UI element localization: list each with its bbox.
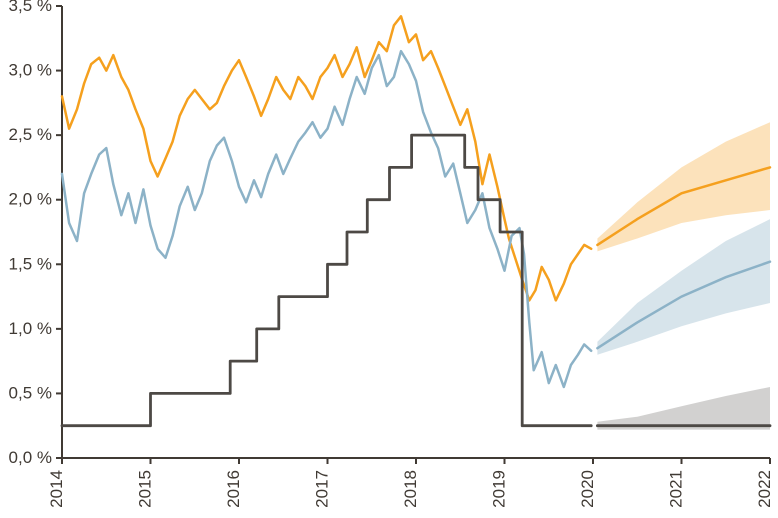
y-tick-label: 3,0 % <box>9 61 52 80</box>
x-tick-label: 2017 <box>313 470 332 508</box>
x-tick-label: 2016 <box>224 470 243 508</box>
y-tick-label: 2,0 % <box>9 190 52 209</box>
x-tick-label: 2021 <box>667 470 686 508</box>
y-tick-label: 2,5 % <box>9 125 52 144</box>
y-tick-label: 0,0 % <box>9 448 52 467</box>
x-tick-label: 2018 <box>401 470 420 508</box>
y-tick-label: 1,5 % <box>9 254 52 273</box>
x-tick-label: 2019 <box>490 470 509 508</box>
x-tick-label: 2020 <box>578 470 597 508</box>
x-tick-label: 2015 <box>136 470 155 508</box>
y-tick-label: 3,5 % <box>9 0 52 15</box>
x-tick-label: 2014 <box>47 470 66 508</box>
y-tick-label: 0,5 % <box>9 383 52 402</box>
chart-container: 0,0 % 0,5 % 1,0 % 1,5 % 2,0 % 2,5 % 3,0 % 3,5 %… <box>0 0 778 518</box>
y-tick-label: 1,0 % <box>9 319 52 338</box>
chart-svg: 0,0 % 0,5 % 1,0 % 1,5 % 2,0 % 2,5 % 3,0 % 3,5 %… <box>0 0 778 518</box>
x-tick-label: 2022 <box>755 470 774 508</box>
